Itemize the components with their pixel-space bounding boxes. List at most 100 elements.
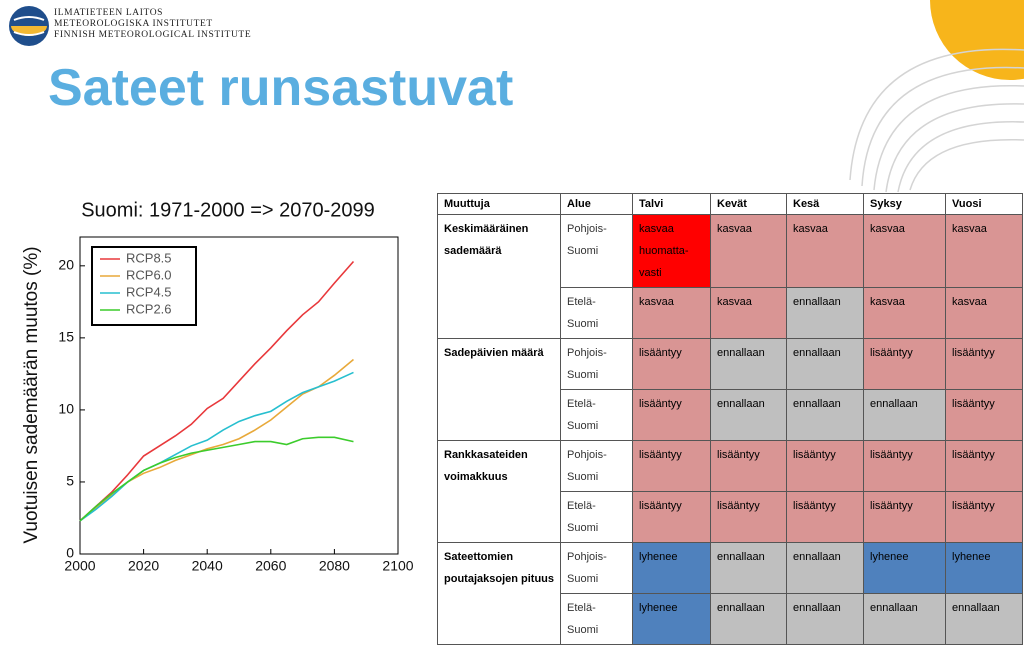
- column-header: Kevät: [710, 193, 787, 215]
- y-tick-label: 15: [58, 329, 74, 345]
- line: [79, 436, 354, 522]
- value-cell: lisääntyy: [632, 389, 711, 441]
- line: [79, 260, 355, 522]
- value-cell: lisääntyy: [945, 389, 1023, 441]
- chart-title: Suomi: 1971-2000 => 2070-2099: [81, 199, 375, 221]
- logo-line: FINNISH METEOROLOGICAL INSTITUTE: [54, 30, 252, 40]
- table: Muuttuja Alue Talvi Kevät Kesä Syksy Vuosi Kes…: [437, 193, 1023, 645]
- value-cell: ennallaan: [786, 593, 864, 645]
- column-header: Vuosi: [945, 193, 1023, 215]
- region-cell: Pohjois-Suomi: [560, 542, 633, 594]
- value-cell: kasvaa: [710, 214, 787, 288]
- y-axis-label: Vuotuisen sademäärän muutos (%): [21, 246, 42, 543]
- value-cell: ennallaan: [945, 593, 1023, 645]
- header-row: Muuttuja Alue Talvi Kevät Kesä Syksy Vuosi: [437, 193, 1023, 215]
- value-cell: lisääntyy: [863, 491, 946, 543]
- logo-text: ILMATIETEEN LAITOS METEOROLOGISKA INSTIT…: [54, 8, 251, 41]
- column-header: Syksy: [863, 193, 946, 215]
- legend-label: RCP8.5: [126, 250, 172, 265]
- value-cell: lisääntyy: [710, 491, 787, 543]
- column-header: Talvi: [632, 193, 711, 215]
- table-row: Rankkasateiden voimakkuus Pohjois-Suomi li…: [437, 440, 1023, 543]
- column-header: Alue: [560, 193, 633, 215]
- line: [79, 358, 354, 522]
- value-cell: lisääntyy: [632, 491, 711, 543]
- value-cell: lisääntyy: [786, 491, 864, 543]
- value-cell: kasvaa: [710, 287, 787, 339]
- value-cell: kasvaa: [863, 214, 946, 288]
- value-cell: kasvaa: [632, 287, 711, 339]
- value-cell: lisääntyy: [632, 440, 711, 492]
- legend-label: RCP6.0: [126, 267, 172, 282]
- variable-cell: Sadepäivien määrä: [437, 338, 561, 441]
- table-row: Sateettomien poutajaksojen pituus Pohjois…: [437, 542, 1023, 645]
- column-header: Muuttuja: [437, 193, 561, 215]
- value-cell: ennallaan: [710, 389, 787, 441]
- decoration: [9, 0, 1024, 193]
- region-cell: Etelä-Suomi: [560, 491, 633, 543]
- value-cell: lisääntyy: [863, 338, 946, 390]
- region-cell: Pohjois-Suomi: [560, 214, 633, 288]
- region-cell: Pohjois-Suomi: [560, 440, 633, 492]
- value-cell: ennallaan: [863, 593, 946, 645]
- value-cell: kasvaa: [863, 287, 946, 339]
- table-row: Sadepäivien määrä Pohjois-Suomi lisääntyy e…: [437, 338, 1023, 441]
- table-row: Keskimääräinen sademäärä Pohjois-Suomi kas…: [437, 214, 1023, 339]
- legend-label: RCP2.6: [126, 301, 172, 316]
- value-cell: lisääntyy: [945, 440, 1023, 492]
- logo-line: ILMATIETEEN LAITOS: [54, 8, 164, 18]
- value-cell: ennallaan: [710, 542, 787, 594]
- y-tick-label: 0: [66, 545, 74, 561]
- value-cell: kasvaa: [945, 287, 1023, 339]
- y-tick-label: 10: [58, 401, 74, 417]
- value-cell: kasvaa huomatta-vasti: [632, 214, 711, 288]
- value-cell: lisääntyy: [632, 338, 711, 390]
- x-tick-label: 2060: [255, 558, 286, 574]
- value-cell: ennallaan: [863, 389, 946, 441]
- value-cell: ennallaan: [786, 287, 864, 339]
- variable-cell: Rankkasateiden voimakkuus: [437, 440, 561, 543]
- plot-frame: [79, 236, 399, 555]
- arcs: [849, 48, 1024, 193]
- x-tick-label: 2000: [64, 558, 95, 574]
- table-row: Etelä-Suomi lisääntyy ennallaan ennallaan en…: [438, 389, 1023, 441]
- sun: [930, 0, 1024, 80]
- logo-lines: [13, 16, 45, 36]
- region-cell: Pohjois-Suomi: [560, 338, 633, 390]
- value-cell: lisääntyy: [786, 440, 864, 492]
- y-tick-label: 5: [66, 473, 74, 489]
- slide: ILMATIETEEN LAITOS METEOROLOGISKA INSTIT…: [9, 0, 1024, 645]
- value-cell: ennallaan: [786, 338, 864, 390]
- legend-label: RCP4.5: [126, 284, 172, 299]
- chart: Suomi: 1971-2000 => 2070-2099 Vuotuisen …: [21, 199, 414, 574]
- value-cell: ennallaan: [786, 542, 864, 594]
- value-cell: lisääntyy: [945, 491, 1023, 543]
- column-header: Kesä: [786, 193, 864, 215]
- value-cell: ennallaan: [710, 338, 787, 390]
- logo-line: METEOROLOGISKA INSTITUTET: [54, 19, 213, 29]
- value-cell: lisääntyy: [710, 440, 787, 492]
- x-tick-label: 2080: [319, 558, 350, 574]
- region-cell: Etelä-Suomi: [560, 287, 633, 339]
- value-cell: ennallaan: [710, 593, 787, 645]
- table-row: Etelä-Suomi lisääntyy lisääntyy lisääntyy li…: [438, 491, 1023, 543]
- x-tick-label: 2100: [382, 558, 413, 574]
- value-cell: kasvaa: [945, 214, 1023, 288]
- value-cell: lisääntyy: [945, 338, 1023, 390]
- y-tick-label: 20: [58, 257, 74, 273]
- region-cell: Etelä-Suomi: [560, 593, 633, 645]
- value-cell: kasvaa: [786, 214, 864, 288]
- value-cell: lisääntyy: [863, 440, 946, 492]
- value-cell: ennallaan: [786, 389, 864, 441]
- value-cell: lyhenee: [945, 542, 1023, 594]
- region-cell: Etelä-Suomi: [560, 389, 633, 441]
- x-tick-label: 2020: [128, 558, 159, 574]
- value-cell: lyhenee: [632, 593, 711, 645]
- value-cell: lyhenee: [863, 542, 946, 594]
- table-row: Etelä-Suomi kasvaa kasvaa ennallaan kasvaa ka…: [438, 287, 1023, 339]
- value-cell: lyhenee: [632, 542, 711, 594]
- variable-cell: Keskimääräinen sademäärä: [437, 214, 561, 339]
- legend-box: [91, 246, 197, 326]
- x-tick-label: 2040: [192, 558, 223, 574]
- slide-title: Sateet runsastuvat: [48, 59, 514, 117]
